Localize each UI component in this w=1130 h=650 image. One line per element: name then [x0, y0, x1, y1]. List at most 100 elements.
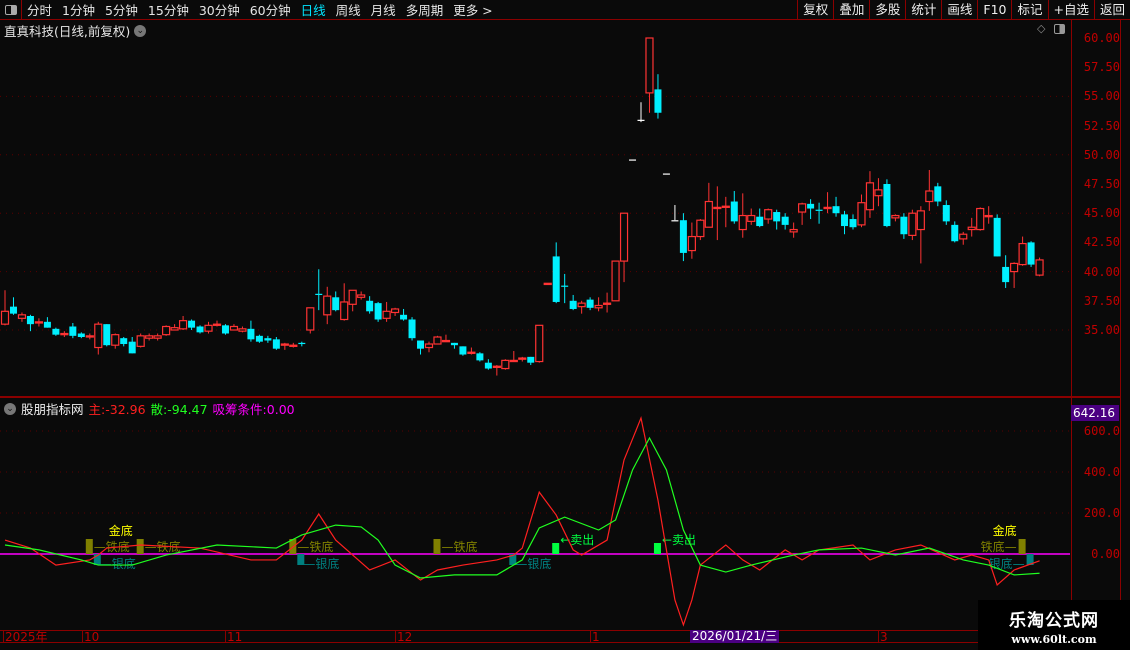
tool-button[interactable]: 复权 [797, 0, 833, 20]
tool-button[interactable]: 统计 [905, 0, 941, 20]
period-tab[interactable]: 多周期 [405, 3, 444, 18]
silver-bottom-label: —银底 [100, 556, 136, 571]
chevron-down-icon[interactable]: ⌄ [134, 24, 147, 37]
tool-button[interactable]: 返回 [1093, 0, 1130, 20]
tool-button[interactable]: 画线 [941, 0, 977, 20]
candle-body-down [730, 201, 738, 222]
candle-body-down [247, 328, 255, 340]
candle-body-up [492, 365, 501, 369]
tool-button[interactable]: 多股 [869, 0, 905, 20]
indicator-name[interactable]: 股朋指标网 [21, 402, 84, 417]
candle-body-down [942, 205, 950, 222]
candle-body-up [111, 334, 120, 346]
candle-body-up [594, 304, 603, 309]
candle-body-up [60, 332, 69, 336]
date-axis-label: 1 [590, 630, 600, 644]
candle-body-down [569, 300, 577, 309]
candle-body-down [9, 306, 17, 314]
candle-body-up [85, 335, 94, 338]
indicator-axis-label: 0.00 [1091, 547, 1120, 561]
candle-body-up [509, 359, 518, 363]
candle-body-flat [671, 220, 679, 222]
period-tab[interactable]: 周线 [335, 3, 361, 18]
candle-body-down [400, 314, 408, 320]
candle-body-down [527, 356, 535, 363]
candle-body-down [476, 353, 484, 361]
candle-body-down [128, 341, 136, 354]
candle-body-up [925, 190, 934, 203]
indicator-axis-label: 200.0 [1083, 506, 1120, 520]
sell-bar [653, 543, 661, 554]
candle-body-down [103, 324, 111, 346]
candle-body-up [602, 302, 612, 305]
period-tab[interactable]: 30分钟 [198, 3, 240, 18]
side-panel-strip[interactable] [1120, 20, 1130, 630]
panel-toggle-button[interactable] [0, 0, 22, 20]
candle-body-down [951, 224, 959, 242]
candle-body-up [289, 344, 298, 347]
tool-button[interactable]: +自选 [1047, 0, 1094, 20]
candle-body-up [916, 210, 925, 231]
candle-body-up [501, 359, 510, 370]
sidebar-toggle-icon [4, 4, 17, 15]
tool-button[interactable]: 标记 [1011, 0, 1047, 20]
iron-bottom-label: —铁底 [297, 539, 333, 554]
candle-body-up [704, 200, 713, 228]
candle-body-up [764, 209, 773, 220]
candle-body-up [1035, 259, 1044, 276]
candle-body-up [645, 37, 654, 94]
candle-body-up [874, 189, 883, 197]
candle-body-down [120, 338, 128, 345]
price-axis-label: 57.50 [1083, 60, 1120, 75]
candle-body-up [1010, 262, 1019, 273]
iron-bottom-bar [1018, 539, 1026, 554]
sell-label: ←卖出 [662, 533, 696, 547]
period-tab[interactable]: 5分钟 [104, 3, 138, 18]
main-label: 主: [88, 402, 106, 417]
panel-toggle-icon[interactable] [1054, 24, 1065, 34]
silver-bottom-label: —银底 [515, 556, 551, 571]
tool-button[interactable]: F10 [977, 0, 1011, 20]
indicator-axis-label: 400.0 [1083, 465, 1120, 479]
candle-body-down [196, 326, 204, 333]
period-tab[interactable]: 60分钟 [249, 3, 291, 18]
candle-body-down [586, 299, 594, 308]
iron-bottom-label: 铁底— [981, 539, 1017, 554]
candle-body-down [298, 342, 306, 345]
period-tab[interactable]: 15分钟 [147, 3, 189, 18]
candle-body-down [849, 219, 857, 228]
candle-body-up [212, 323, 222, 326]
stock-title: 直真科技(日线,前复权) ⌄ [4, 21, 147, 40]
tool-button[interactable]: 叠加 [833, 0, 869, 20]
period-tab[interactable]: 1分钟 [62, 3, 95, 18]
candle-body-down [43, 321, 51, 328]
candle-body-up [967, 226, 976, 231]
candle-body-up [162, 325, 171, 336]
candle-body-up [611, 260, 620, 302]
watermark-name: 乐淘公式网 [1009, 611, 1099, 631]
candle-body-flat [629, 159, 637, 161]
candle-body-up [619, 212, 629, 262]
candle-body-down [188, 320, 196, 328]
price-axis-label: 55.00 [1083, 89, 1120, 104]
period-tab[interactable]: 月线 [370, 3, 396, 18]
period-tab[interactable]: 日线 [300, 3, 326, 18]
diamond-icon[interactable]: ◇ [1037, 22, 1046, 35]
candle-body-up [238, 328, 247, 332]
chevron-down-icon[interactable]: ⌄ [4, 402, 16, 415]
candle-body-up [170, 327, 179, 331]
date-axis-label: 3 [878, 630, 888, 644]
price-axis-label: 42.50 [1083, 235, 1120, 250]
silver-bottom-bar [509, 554, 517, 565]
candle-body-up [94, 323, 103, 349]
period-tab[interactable]: 更多 > [453, 3, 493, 18]
date-axis-label: 2025年 [3, 630, 48, 644]
candle-body-up [433, 336, 442, 345]
period-tab[interactable]: 分时 [27, 3, 53, 18]
candle-body-down [374, 303, 382, 320]
candle-body-down [756, 216, 764, 227]
main-line [4, 416, 1040, 627]
candle-body-up [306, 307, 315, 331]
panel-separator[interactable] [0, 396, 1120, 398]
